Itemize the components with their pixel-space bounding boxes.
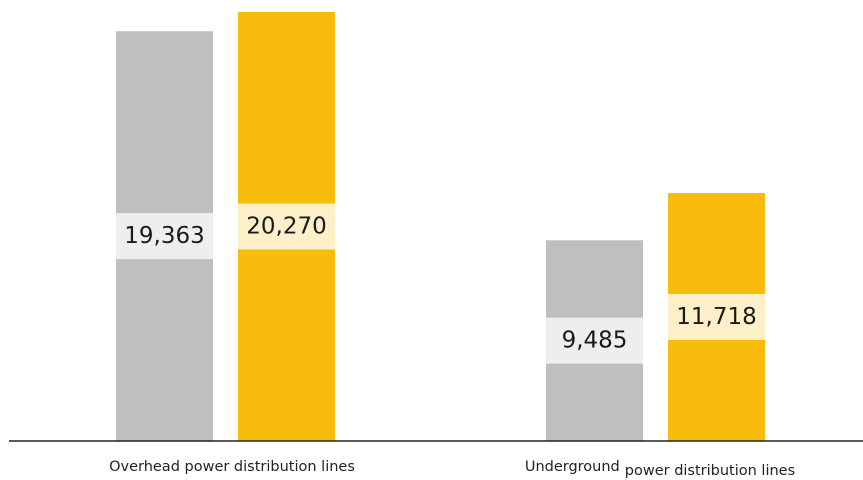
value-label-bg-series2-cat1	[238, 203, 335, 250]
category-labels-layer: Overhead power distribution lines Undergr…	[109, 459, 795, 479]
value-label-series1-cat1: 19,363	[124, 223, 204, 249]
value-label-series2-cat2: 11,718	[676, 304, 756, 330]
value-labels-layer: 19,363 9,485 20,270 11,718	[116, 203, 765, 364]
value-label-bg-series1-cat2	[546, 317, 643, 364]
value-label-bg-series2-cat2	[668, 293, 765, 340]
category-label-2: Underground power distribution lines	[525, 459, 795, 479]
category-label-1: Overhead power distribution lines	[109, 459, 355, 475]
value-label-bg-series1-cat1	[116, 213, 213, 260]
value-label-series1-cat2: 9,485	[562, 328, 628, 354]
value-label-series2-cat1: 20,270	[246, 214, 326, 240]
bars-layer	[116, 12, 765, 441]
